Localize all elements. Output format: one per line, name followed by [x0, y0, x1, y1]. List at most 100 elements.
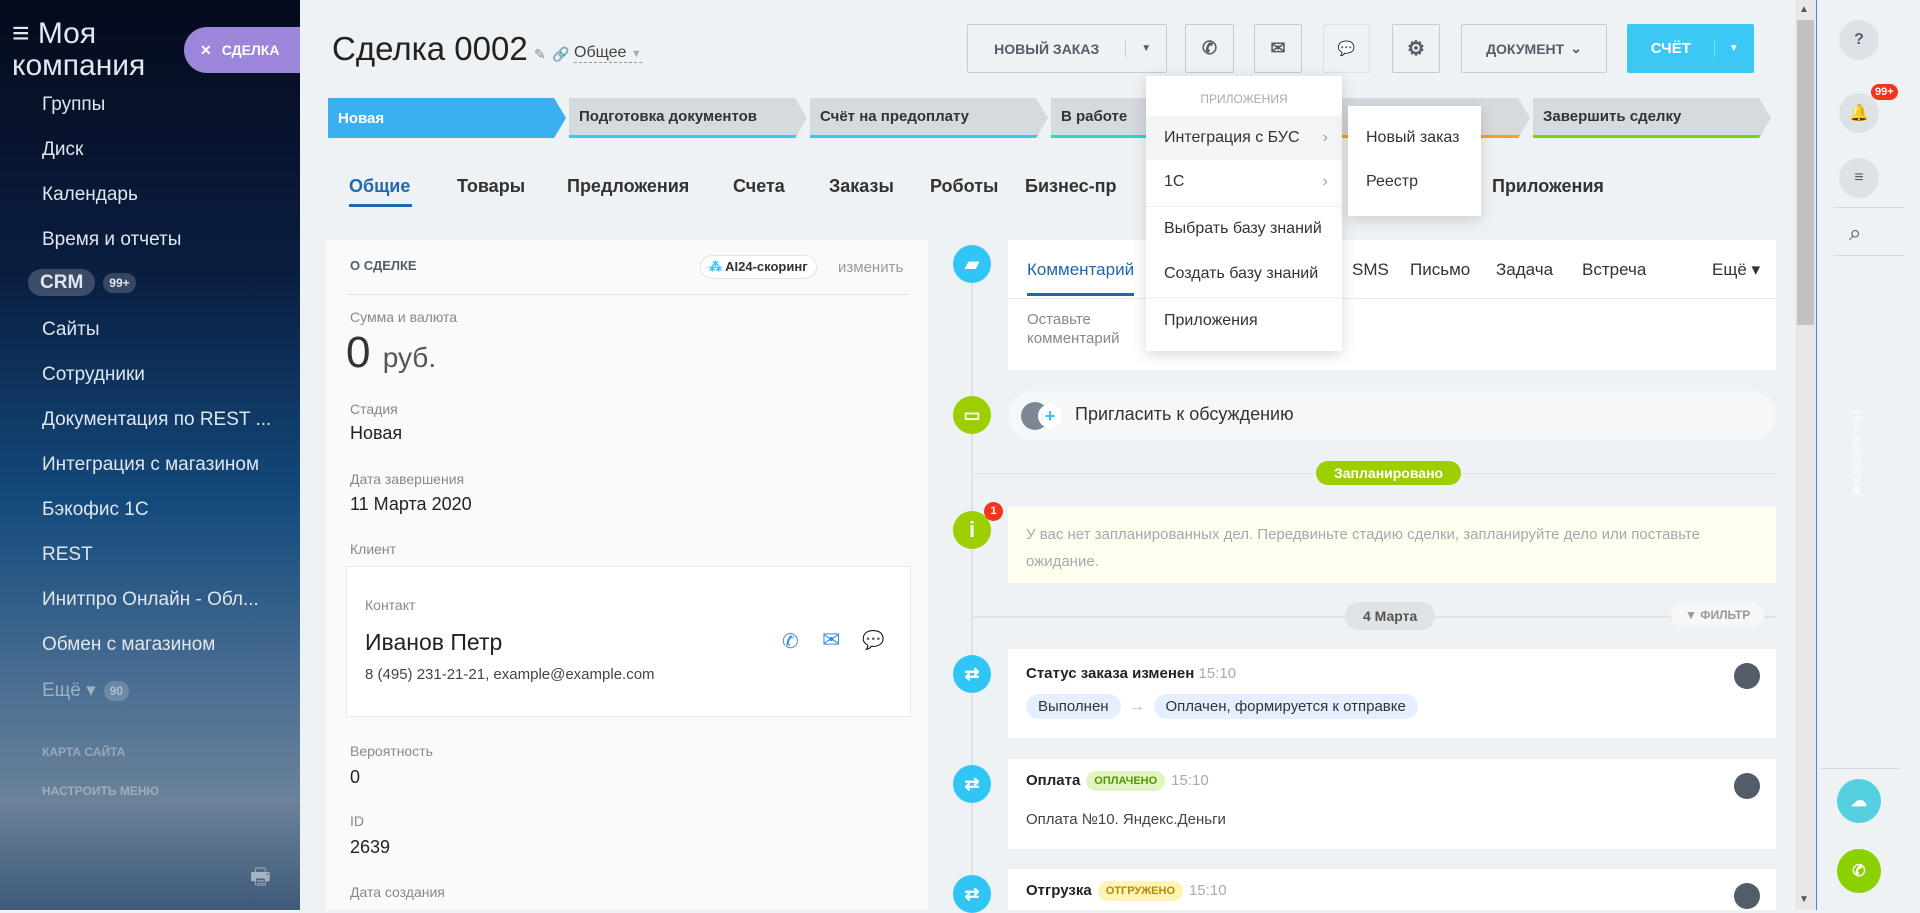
sidebar-item-rest[interactable]: REST [42, 544, 93, 565]
stage-docs[interactable]: Подготовка документов [569, 98, 807, 138]
document-button[interactable]: ДОКУМЕНТ ⌄ [1461, 24, 1607, 73]
tab-offers[interactable]: Предложения [567, 176, 690, 196]
category-selector[interactable]: Общее ▼ [574, 44, 642, 63]
edit-link[interactable]: изменить [838, 259, 904, 276]
mail-icon[interactable]: ✉ [822, 627, 841, 652]
menu-item-create-kb[interactable]: Создать базу знаний [1164, 265, 1319, 282]
timeline-tab-meeting[interactable]: Встреча [1582, 260, 1647, 279]
submenu: Новый заказ Реестр [1348, 106, 1481, 216]
event-text: Оплата №10. Яндекс.Деньги [1026, 811, 1226, 828]
stage-finish[interactable]: Завершить сделку [1533, 98, 1771, 138]
tab-invoices[interactable]: Счета [733, 176, 785, 196]
order-status-icon: ⇄ [953, 655, 991, 693]
id-label: ID [350, 813, 364, 829]
tab-business-processes[interactable]: Бизнес-пр [1025, 176, 1117, 196]
sidebar-item-backoffice[interactable]: Бэкофис 1С [42, 499, 149, 520]
timeline-tab-comment[interactable]: Комментарий [1027, 260, 1135, 296]
avatar[interactable] [1734, 773, 1760, 799]
phone-icon: ✆ [1201, 38, 1218, 58]
invoice-button[interactable]: СЧЁТ ▼ [1627, 24, 1754, 73]
bell-icon[interactable]: 🔔 [1839, 93, 1879, 133]
timeline-tab-task[interactable]: Задача [1496, 260, 1554, 279]
help-icon[interactable]: ? [1839, 20, 1879, 60]
comment-editor [1008, 240, 1776, 370]
contact-info: 8 (495) 231-21-21, example@example.com [365, 666, 655, 683]
scrollbar-thumb[interactable] [1797, 20, 1814, 325]
tab-general[interactable]: Общие [349, 176, 411, 196]
crm-badge: 99+ [103, 272, 136, 293]
comment-input[interactable]: Оставьте комментарий [1027, 311, 1120, 347]
sidebar-item-crm[interactable]: CRM 99+ [28, 269, 136, 296]
dropdown-header: ПРИЛОЖЕНИЯ [1200, 92, 1288, 106]
sidebar-item-disk[interactable]: Диск [42, 139, 84, 160]
printer-icon[interactable]: 🖶 [250, 864, 271, 889]
call-icon[interactable]: ✆ [1837, 849, 1881, 893]
contact-name[interactable]: Иванов Петр [365, 629, 503, 655]
company-logo[interactable]: ≡ Моя компания [12, 17, 146, 82]
search-icon[interactable]: ⌕ [1849, 220, 1862, 245]
invite-label: Пригласить к обсуждению [1075, 404, 1294, 424]
tab-orders[interactable]: Заказы [829, 176, 894, 196]
timeline-tab-sms[interactable]: SMS [1352, 260, 1389, 279]
info-icon: i [953, 511, 991, 549]
cloud-phone-icon[interactable]: ☁ [1837, 779, 1881, 823]
close-date-label: Дата завершения [350, 471, 465, 487]
right-panel [1816, 0, 1920, 910]
sidebar-item-employees[interactable]: Сотрудники [42, 364, 145, 385]
probability-label: Вероятность [350, 743, 433, 759]
edit-pencil-icon[interactable]: ✎ [534, 46, 546, 62]
menu-icon[interactable]: ≡ [12, 17, 38, 50]
timeline-tab-email[interactable]: Письмо [1410, 260, 1471, 279]
counter-badge: 1 [984, 502, 1003, 521]
chevron-down-icon: ▼ [630, 48, 642, 60]
avatar[interactable] [1734, 663, 1760, 689]
site-map-link[interactable]: КАРТА САЙТА [42, 745, 126, 759]
caret-down-icon[interactable]: ▼ [1141, 43, 1152, 54]
invite-discussion[interactable] [1008, 391, 1776, 440]
menu-item-choose-kb[interactable]: Выбрать базу знаний [1164, 220, 1322, 237]
menu-item-bus-integration[interactable]: Интеграция с БУС › [1146, 116, 1342, 160]
sidebar-item-initpro[interactable]: Инитпро Онлайн - Обл... [42, 589, 259, 610]
sidebar-item-groups[interactable]: Группы [42, 94, 106, 115]
menu-item-applications[interactable]: Приложения [1164, 312, 1258, 329]
divider [1146, 206, 1342, 207]
tab-products[interactable]: Товары [457, 176, 526, 196]
stage-new[interactable]: Новая [328, 98, 566, 138]
contact-label: Контакт [365, 597, 416, 613]
caret-down-icon[interactable]: ▼ [1728, 43, 1739, 54]
sidebar-item-time[interactable]: Время и отчеты [42, 229, 182, 250]
amount-label: Сумма и валюта [350, 309, 458, 325]
deal-close-button[interactable]: ✕ СДЕЛКА [184, 27, 300, 73]
sidebar-item-shop-exchange[interactable]: Обмен с магазином [42, 634, 216, 655]
sidebar-item-shop-integration[interactable]: Интеграция с магазином [42, 454, 260, 475]
menu-item-1c[interactable]: 1С › [1164, 173, 1328, 190]
sidebar-item-rest-docs[interactable]: Документация по REST ... [42, 409, 272, 430]
chat-icon[interactable]: 💬 [862, 630, 885, 650]
phone-icon[interactable]: ✆ [782, 631, 799, 653]
configure-menu-link[interactable]: НАСТРОИТЬ МЕНЮ [42, 784, 159, 798]
scroll-up-icon[interactable]: ▲ [1799, 4, 1809, 15]
scroll-down-icon[interactable]: ▼ [1799, 894, 1809, 905]
divider [346, 294, 910, 295]
ai-scoring-badge[interactable]: ⁂ AI24-скоринг [700, 255, 817, 279]
chat-list-icon[interactable]: ≡ [1839, 158, 1879, 198]
tab-robots[interactable]: Роботы [930, 176, 999, 196]
link-icon[interactable]: 🔗 [552, 46, 570, 62]
sidebar-item-calendar[interactable]: Календарь [42, 184, 138, 205]
submenu-item-new-order[interactable]: Новый заказ [1366, 129, 1460, 146]
settings-button[interactable]: ⚙ [1392, 24, 1440, 73]
stage-prepayment[interactable]: Счёт на предоплату [810, 98, 1048, 138]
timeline-tab-more[interactable]: Ещё ▾ [1712, 260, 1761, 279]
chat-button[interactable]: 💬 [1323, 24, 1370, 73]
new-order-button[interactable]: НОВЫЙ ЗАКАЗ ▼ [967, 24, 1167, 73]
tab-applications[interactable]: Приложения [1492, 176, 1604, 196]
email-button[interactable]: ✉ [1254, 24, 1302, 73]
phone-button[interactable]: ✆ [1185, 24, 1234, 73]
left-sidebar: ≡ Моя компания ✕ СДЕЛКА Группы Диск Кален… [0, 0, 300, 910]
avatar[interactable] [1734, 883, 1760, 909]
sidebar-item-more[interactable]: Ещё ▾ 90 [42, 679, 130, 702]
chat-bubble-icon: ▭ [953, 396, 991, 434]
filter-button[interactable]: ▼ ФИЛЬТР [1671, 603, 1765, 627]
submenu-item-registry[interactable]: Реестр [1366, 173, 1418, 190]
sidebar-item-sites[interactable]: Сайты [42, 319, 100, 340]
